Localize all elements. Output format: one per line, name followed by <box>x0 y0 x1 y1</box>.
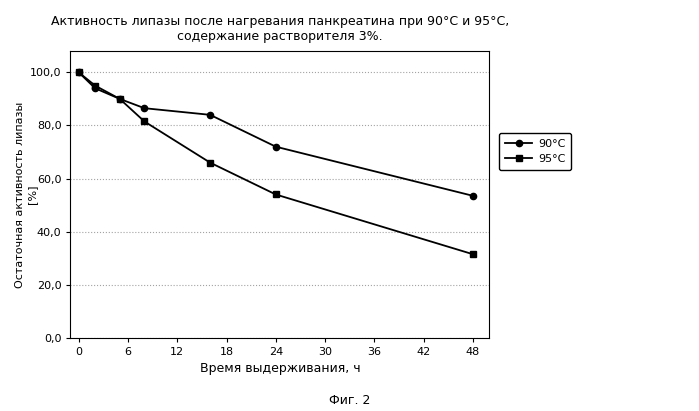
95°C <box>115 97 124 102</box>
90°C <box>469 193 477 198</box>
95°C <box>469 252 477 257</box>
90°C <box>75 70 83 75</box>
95°C <box>140 119 149 124</box>
Line: 95°C: 95°C <box>75 69 476 257</box>
90°C <box>140 106 149 111</box>
95°C <box>206 160 215 165</box>
Text: Фиг. 2: Фиг. 2 <box>329 394 370 407</box>
95°C <box>91 83 99 88</box>
Legend: 90°C, 95°C: 90°C, 95°C <box>499 133 571 170</box>
90°C <box>91 86 99 91</box>
90°C <box>206 112 215 117</box>
X-axis label: Время выдерживания, ч: Время выдерживания, ч <box>200 363 360 376</box>
Line: 90°C: 90°C <box>75 69 476 199</box>
90°C <box>115 97 124 102</box>
95°C <box>75 70 83 75</box>
95°C <box>272 192 280 197</box>
Title: Активность липазы после нагревания панкреатина при 90°C и 95°C,
содержание раств: Активность липазы после нагревания панкр… <box>51 15 509 43</box>
Y-axis label: Остаточная активность липазы
[%]: Остаточная активность липазы [%] <box>15 102 36 288</box>
90°C <box>272 144 280 149</box>
